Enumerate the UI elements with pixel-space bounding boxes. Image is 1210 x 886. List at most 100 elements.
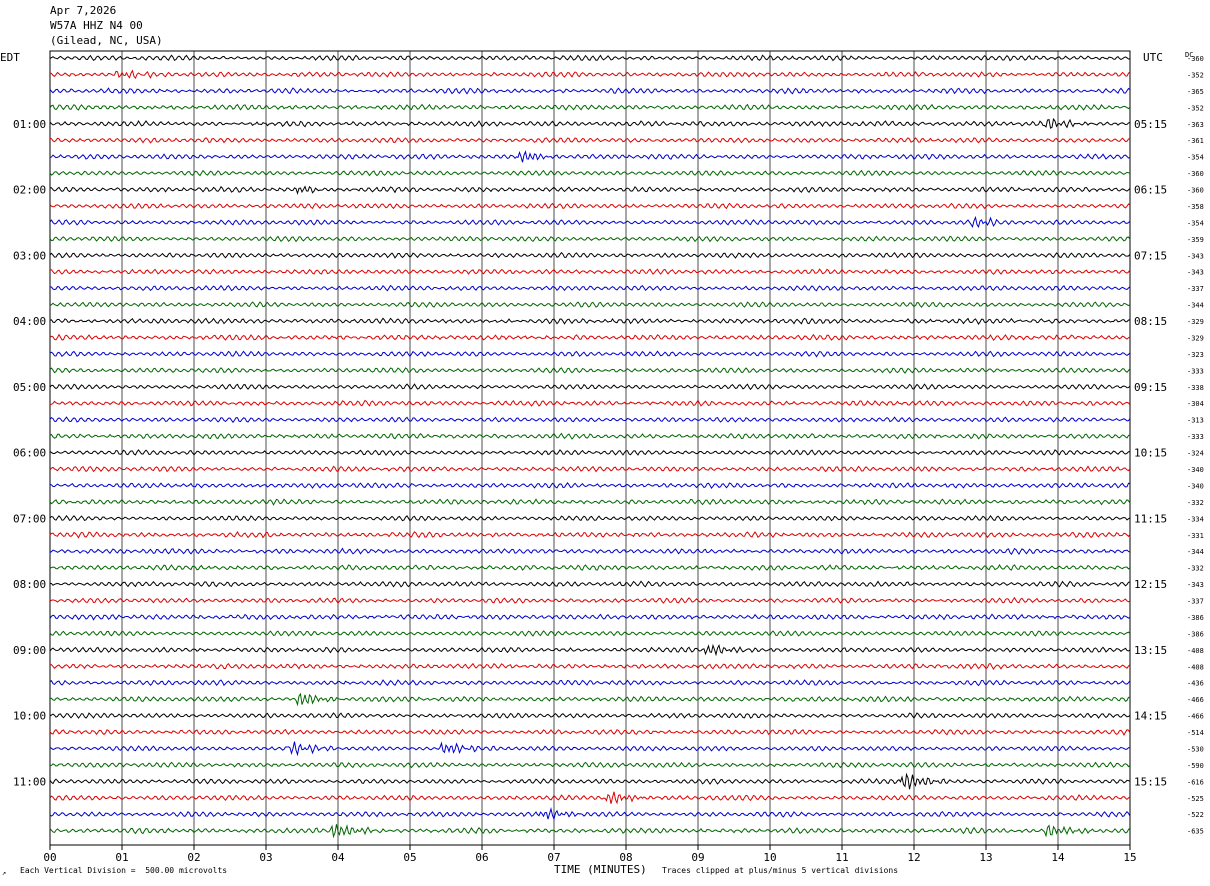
dc-offset-label: -354 [1187, 154, 1204, 162]
dc-offset-label: -338 [1187, 384, 1204, 392]
seismic-trace [49, 791, 1131, 805]
dc-offset-label: -324 [1187, 450, 1204, 458]
seismic-trace [49, 432, 1131, 440]
dc-offset-label: -360 [1187, 187, 1204, 195]
x-tick-label: 10 [763, 851, 776, 864]
dc-offset-label: -331 [1187, 532, 1204, 540]
x-tick-label: 14 [1051, 851, 1065, 864]
station-location: (Gilead, NC, USA) [50, 34, 163, 47]
utc-hour-label: 13:15 [1134, 644, 1167, 657]
seismic-trace [49, 137, 1131, 144]
seismic-trace [49, 185, 1131, 196]
edt-hour-label: 05:00 [13, 381, 46, 394]
dc-offset-label: -363 [1187, 121, 1204, 129]
seismic-trace [49, 416, 1131, 424]
dc-offset-label: -466 [1187, 713, 1204, 721]
dc-offset-label: -358 [1187, 203, 1204, 211]
edt-hour-label: 04:00 [13, 315, 46, 328]
dc-offset-label: -333 [1187, 433, 1204, 441]
station-code: W57A HHZ N4 00 [50, 19, 143, 32]
x-tick-label: 08 [619, 851, 632, 864]
edt-hour-label: 01:00 [13, 118, 46, 131]
seismic-trace [49, 806, 1131, 821]
x-tick-label: 13 [979, 851, 992, 864]
dc-offset-label: -386 [1187, 614, 1204, 622]
dc-offset-label: -344 [1187, 302, 1204, 310]
plot-frame [49, 50, 1131, 846]
seismic-trace [49, 399, 1131, 407]
dc-offset-label: -313 [1187, 417, 1204, 425]
edt-axis-label: EDT [0, 51, 20, 64]
minute-grid [49, 50, 1131, 850]
utc-axis-label: UTC [1143, 51, 1163, 64]
seismic-trace [49, 728, 1131, 736]
seismic-trace [49, 498, 1131, 506]
x-tick-label: 06 [475, 851, 488, 864]
x-tick-label: 04 [331, 851, 345, 864]
x-tick-label: 01 [115, 851, 128, 864]
x-tick-label: 09 [691, 851, 704, 864]
seismic-trace [49, 772, 1131, 790]
seismic-trace [49, 54, 1131, 62]
dc-offset-label: -340 [1187, 482, 1204, 490]
dc-offset-label: -333 [1187, 367, 1204, 375]
seismic-trace [49, 613, 1131, 621]
utc-hour-label: 08:15 [1134, 315, 1167, 328]
utc-hour-label: 12:15 [1134, 578, 1167, 591]
dc-offset-label: -360 [1187, 55, 1204, 63]
seismic-trace [49, 251, 1131, 259]
seismic-trace [49, 202, 1131, 210]
seismic-trace [49, 235, 1131, 243]
seismic-trace [49, 580, 1130, 588]
dc-offset-label: -329 [1187, 318, 1204, 326]
dc-offset-label: -304 [1187, 400, 1204, 408]
dc-offset-label: -334 [1187, 515, 1204, 523]
dc-offset-label: -436 [1187, 680, 1204, 688]
seismic-trace [49, 150, 1131, 163]
seismic-trace [49, 692, 1131, 707]
clip-note: Traces clipped at plus/minus 5 vertical … [662, 866, 899, 875]
dc-offset-label: -360 [1187, 170, 1204, 178]
dc-offset-label: -359 [1187, 236, 1204, 244]
dc-offset-label: -616 [1187, 778, 1204, 786]
utc-hour-label: 11:15 [1134, 512, 1167, 525]
axis-labels: 00 01 02 03 04 05 06 07 08 09 10 11 12 13 14 15 EDT UTC DC… [0, 51, 1204, 864]
seismic-trace [49, 531, 1131, 539]
edt-hour-label: 06:00 [13, 447, 46, 460]
dc-offset-label: -352 [1187, 71, 1204, 79]
seismic-trace [49, 630, 1131, 637]
dc-offset-label: -323 [1187, 351, 1204, 359]
utc-hour-label: 14:15 [1134, 710, 1167, 723]
dc-offset-label: -361 [1187, 137, 1204, 145]
seismic-trace [49, 383, 1131, 391]
seismic-trace [49, 465, 1131, 473]
dc-offset-label: -329 [1187, 334, 1204, 342]
scale-note: Each Vertical Division = 500.00 microvol… [20, 866, 228, 875]
seismic-trace [49, 643, 1131, 657]
dc-offset-label: -386 [1187, 630, 1204, 638]
dc-column-label: DC [1185, 51, 1193, 59]
dc-offset-label: -466 [1187, 696, 1204, 704]
plot-date: Apr 7,2026 [50, 4, 117, 17]
seismic-trace [49, 596, 1131, 604]
seismic-trace [49, 514, 1131, 522]
seismic-trace [49, 741, 1131, 757]
utc-hour-label: 15:15 [1134, 775, 1167, 788]
edt-hour-label: 10:00 [13, 710, 46, 723]
dc-offset-label: -343 [1187, 269, 1204, 277]
dc-offset-label: -530 [1187, 745, 1204, 753]
seismic-trace [49, 481, 1131, 489]
utc-hour-label: 09:15 [1134, 381, 1167, 394]
seismic-trace [49, 301, 1131, 308]
seismic-trace [49, 317, 1131, 325]
x-tick-label: 02 [187, 851, 200, 864]
x-tick-label: 12 [907, 851, 920, 864]
seismic-trace [49, 333, 1131, 341]
dc-offset-label: -525 [1187, 795, 1204, 803]
seismic-trace [49, 824, 1131, 839]
dc-offset-label: -340 [1187, 466, 1204, 474]
utc-hour-label: 06:15 [1134, 184, 1167, 197]
seismic-trace [49, 87, 1131, 95]
dc-offset-label: -365 [1187, 88, 1204, 96]
